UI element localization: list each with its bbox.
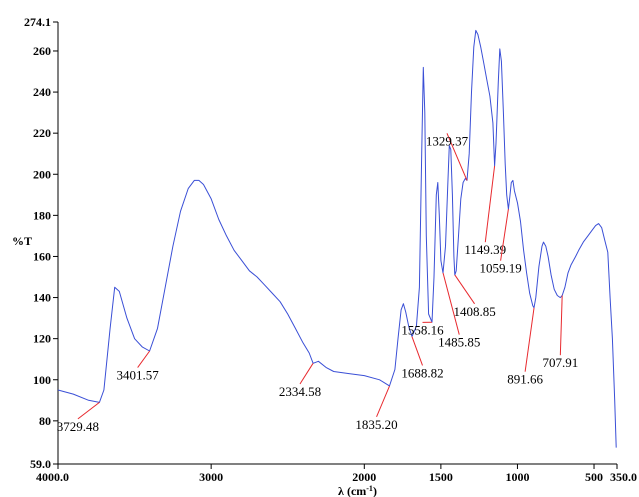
x-tick-label: 1500 <box>429 470 453 484</box>
annotation-leader-line <box>446 133 468 181</box>
x-axis-title-suffix: ) <box>373 484 377 497</box>
annotation-leader-line <box>77 401 100 420</box>
y-tick-label: 59.0 <box>30 457 51 471</box>
annotation-label: 3401.57 <box>117 368 160 383</box>
annotation-label: 1149.39 <box>464 242 506 257</box>
annotation-leader-line <box>299 363 314 385</box>
x-axis-title: λ (cm-1) <box>338 484 377 497</box>
y-axis-title: %T <box>12 234 32 248</box>
peak-annotations: 3729.48 3401.57 2334.58 1835.20 1688.82 1558.… <box>57 133 578 434</box>
spectrum-line-0 <box>57 29 617 448</box>
x-axis-title-sup: -1 <box>366 484 373 493</box>
x-tick-label: 1000 <box>505 470 529 484</box>
y-tick-label: 220 <box>33 126 51 140</box>
annotation-leader-line <box>484 165 496 243</box>
y-tick-label: 240 <box>33 85 51 99</box>
annotation-leader-line <box>454 274 475 305</box>
x-ticks: 4000.0 3000 2000 1500 1000 500 350.0 <box>36 464 637 484</box>
annotation-label: 1408.85 <box>453 304 495 319</box>
x-tick-label: 350.0 <box>610 470 637 484</box>
y-tick-label: 260 <box>33 44 51 58</box>
x-axis-title-main: λ (cm <box>338 484 366 497</box>
annotation-leader-line <box>411 336 423 366</box>
annotation-label: 1688.82 <box>401 365 443 380</box>
y-tick-label: 274.1 <box>24 15 51 29</box>
annotation-label: 707.91 <box>542 355 578 370</box>
y-tick-label: 160 <box>33 249 51 263</box>
annotation-label: 1059.19 <box>479 261 521 276</box>
y-tick-label: 200 <box>33 167 51 181</box>
annotation-leader-line <box>137 350 151 368</box>
y-tick-label: 80 <box>39 414 51 428</box>
annotation-label: 2334.58 <box>279 384 321 399</box>
series-group <box>57 29 617 448</box>
annotation-label: 1485.85 <box>438 335 480 350</box>
annotation-leader-line <box>559 295 563 356</box>
x-tick-label: 4000.0 <box>36 470 69 484</box>
y-tick-label: 180 <box>33 208 51 222</box>
annotation-leader-line <box>376 385 391 418</box>
y-tick-label: 100 <box>33 373 51 387</box>
annotation-label: 891.66 <box>507 372 543 387</box>
annotation-label: 3729.48 <box>57 419 99 434</box>
y-ticks: 59.0 80 100 120 140 160 180 200 220 240 260 274.1 <box>24 15 58 471</box>
annotation-label: 1558.16 <box>401 322 444 337</box>
y-tick-label: 120 <box>33 332 51 346</box>
annotation-leader-line <box>524 307 535 372</box>
annotation-leader-line <box>500 209 509 261</box>
annotation-label: 1835.20 <box>355 417 397 432</box>
annotation-label: 1329.37 <box>426 133 469 148</box>
x-tick-label: 500 <box>585 470 603 484</box>
x-tick-label: 3000 <box>199 470 223 484</box>
annotation-leader-line <box>442 272 460 335</box>
x-tick-label: 2000 <box>352 470 376 484</box>
plot-area: 59.0 80 100 120 140 160 180 200 220 240 260 274.1 4… <box>24 15 637 484</box>
y-tick-label: 140 <box>33 291 51 305</box>
